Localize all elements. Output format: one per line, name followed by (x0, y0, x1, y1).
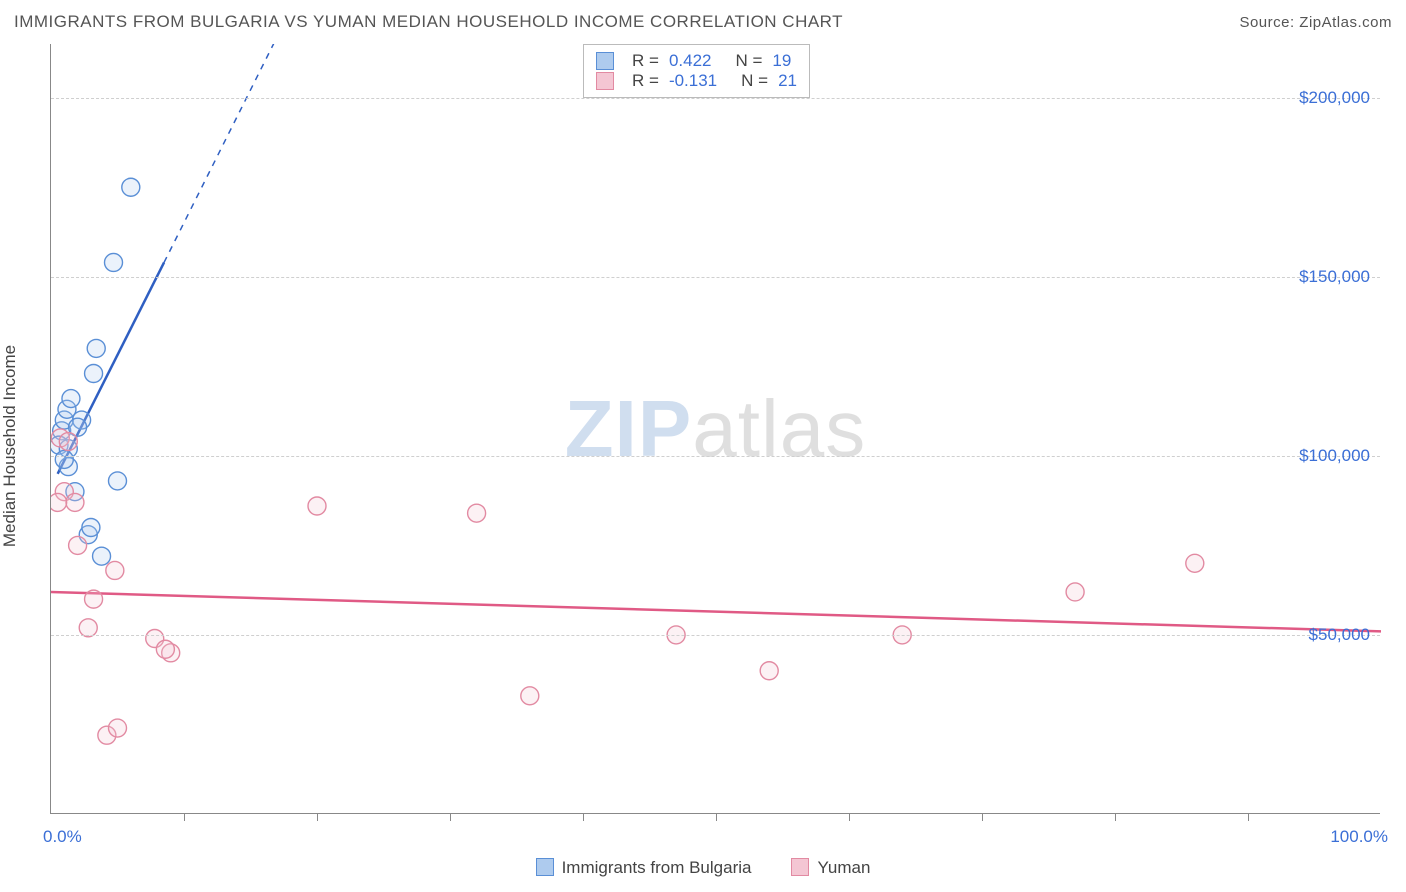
y-tick-label: $100,000 (1299, 446, 1370, 466)
y-tick-label: $150,000 (1299, 267, 1370, 287)
plot-area: ZIPatlas R =0.422N =19R =-0.131N =21 0.0… (50, 44, 1380, 814)
scatter-overlay (51, 44, 1381, 814)
x-max-label: 100.0% (1330, 827, 1388, 847)
x-tick (849, 813, 850, 821)
correlation-row: R =0.422N =19 (596, 51, 797, 71)
y-tick-label: $50,000 (1309, 625, 1370, 645)
x-min-label: 0.0% (43, 827, 82, 847)
gridline (51, 456, 1380, 457)
x-tick (450, 813, 451, 821)
x-tick (184, 813, 185, 821)
gridline (51, 98, 1380, 99)
legend-item: Yuman (791, 858, 870, 878)
source-label: Source: ZipAtlas.com (1239, 14, 1392, 31)
chart-title: IMMIGRANTS FROM BULGARIA VS YUMAN MEDIAN… (14, 12, 843, 32)
legend: Immigrants from Bulgaria Yuman (0, 858, 1406, 878)
x-tick (583, 813, 584, 821)
watermark-right: atlas (692, 384, 866, 473)
gridline (51, 635, 1380, 636)
y-axis-label: Median Household Income (0, 345, 20, 547)
x-tick (317, 813, 318, 821)
x-tick (1115, 813, 1116, 821)
x-tick (982, 813, 983, 821)
gridline (51, 277, 1380, 278)
correlation-row: R =-0.131N =21 (596, 71, 797, 91)
x-tick (716, 813, 717, 821)
x-tick (1248, 813, 1249, 821)
correlation-box: R =0.422N =19R =-0.131N =21 (583, 44, 810, 98)
legend-item: Immigrants from Bulgaria (536, 858, 752, 878)
chart-container: IMMIGRANTS FROM BULGARIA VS YUMAN MEDIAN… (0, 0, 1406, 892)
watermark: ZIPatlas (565, 383, 866, 475)
y-tick-label: $200,000 (1299, 88, 1370, 108)
title-bar: IMMIGRANTS FROM BULGARIA VS YUMAN MEDIAN… (14, 12, 1392, 32)
watermark-left: ZIP (565, 384, 692, 473)
